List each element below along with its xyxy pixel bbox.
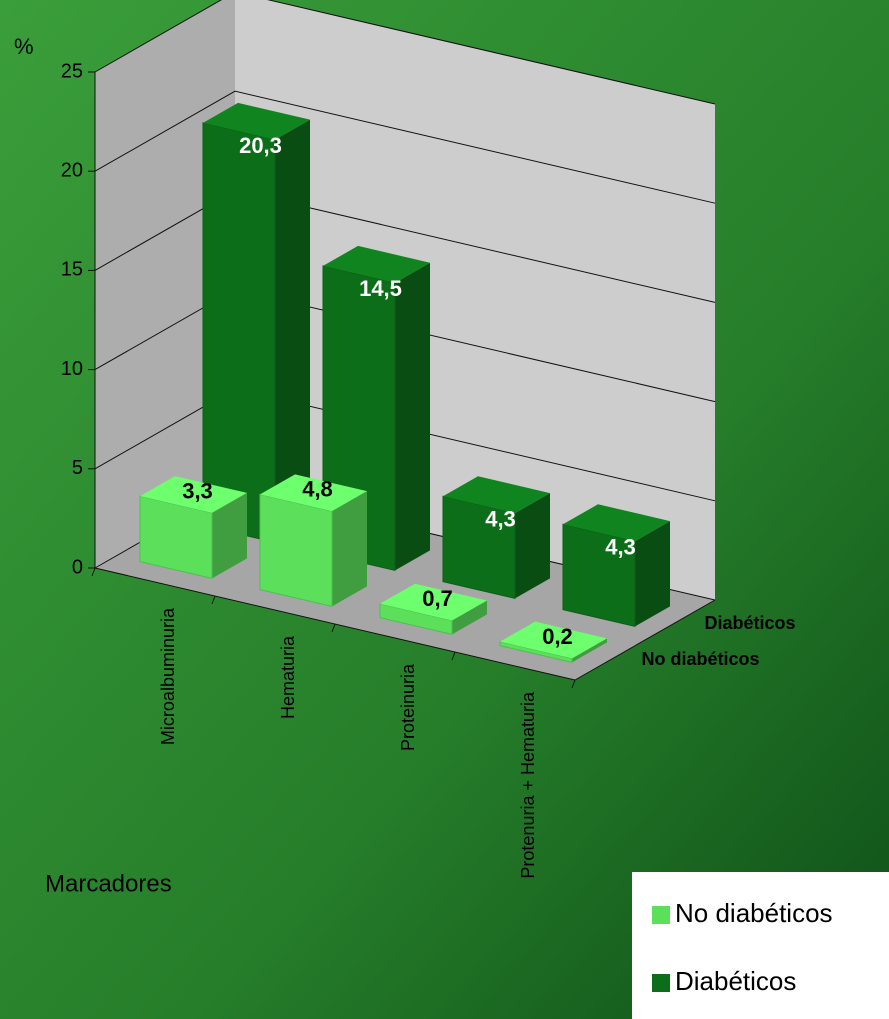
bar-side — [515, 493, 550, 599]
x-axis-label: Marcadores — [45, 870, 172, 897]
bar-side — [572, 638, 607, 663]
legend-swatch — [652, 906, 670, 924]
bar-side — [395, 262, 430, 571]
bar-side — [332, 491, 367, 607]
y-tick-label: 15 — [61, 259, 83, 281]
bar-front — [259, 493, 333, 608]
bar — [202, 102, 310, 544]
bar-top — [140, 476, 247, 513]
plot-area: 0 5 10 15 20 25 Microalbuminuria Hematuria Prote… — [61, 0, 796, 879]
bar-front — [202, 122, 276, 544]
x-tick — [571, 679, 576, 689]
data-label: 14,5 — [359, 276, 402, 301]
bar-top — [500, 621, 607, 659]
depth-label: Diabéticos — [705, 613, 796, 633]
x-tick — [331, 623, 336, 633]
left-wall — [95, 0, 235, 568]
x-tick — [451, 651, 456, 661]
y-tick-label: 0 — [72, 556, 83, 578]
bar-top — [380, 583, 487, 621]
bar — [259, 474, 367, 608]
bar-top — [443, 476, 550, 514]
depth-axis — [574, 599, 716, 681]
data-label: 0,2 — [542, 624, 573, 649]
bar — [442, 476, 550, 600]
bar — [499, 621, 607, 664]
grid-line — [94, 0, 716, 105]
data-label: 4,3 — [485, 507, 516, 532]
bar-side — [635, 521, 670, 627]
depth-label: No diabéticos — [642, 649, 760, 669]
x-tick-label: Hematuria — [278, 635, 298, 719]
bar-top — [203, 102, 310, 140]
bar-top — [323, 245, 430, 283]
y-tick-label: 20 — [61, 159, 83, 181]
bar-top — [260, 474, 367, 512]
y-tick-label: 10 — [61, 358, 83, 380]
y-tick-label: 25 — [61, 60, 83, 82]
bar-side — [212, 492, 247, 579]
legend — [632, 872, 889, 1019]
bar-top — [563, 504, 670, 542]
bar-side — [275, 119, 310, 543]
data-label: 3,3 — [182, 478, 213, 503]
data-label: 4,8 — [302, 477, 333, 502]
x-tick — [91, 567, 96, 577]
legend-swatch — [652, 974, 670, 992]
bar — [139, 476, 247, 580]
data-label: 4,3 — [605, 535, 636, 560]
data-label: 20,3 — [239, 133, 282, 158]
x-tick-label: Protenuria + Hematuria — [518, 691, 538, 879]
x-tick-label: Microalbuminuria — [158, 607, 178, 745]
grid-line — [94, 90, 716, 204]
data-label: 0,7 — [422, 586, 453, 611]
bar — [379, 583, 487, 636]
bar-side — [452, 600, 487, 635]
legend-label: No diabéticos — [675, 898, 833, 928]
x-tick — [211, 595, 216, 605]
y-tick-label: 5 — [72, 457, 83, 479]
y-axis-label: % — [14, 34, 34, 59]
bar — [562, 504, 670, 628]
x-tick-label: Proteinuria — [398, 663, 418, 751]
legend-label: Diabéticos — [675, 966, 796, 996]
